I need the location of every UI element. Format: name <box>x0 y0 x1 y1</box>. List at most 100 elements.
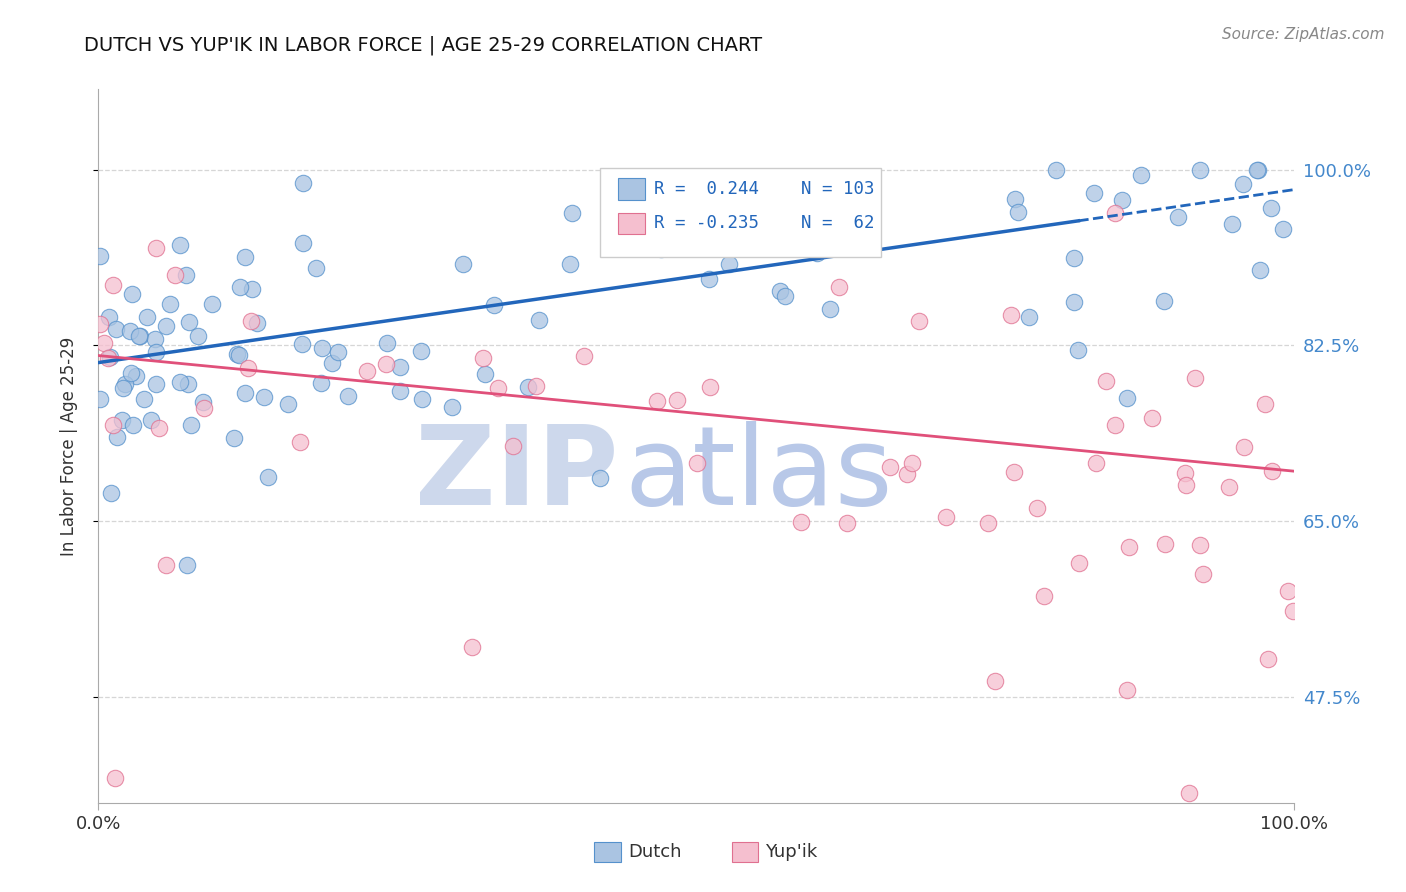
Point <box>1174 478 1197 492</box>
Point <box>253 391 276 405</box>
Point <box>1167 210 1189 224</box>
Point <box>257 469 280 483</box>
Point <box>907 313 929 327</box>
Point <box>120 366 142 380</box>
Text: ZIP: ZIP <box>415 421 619 528</box>
Point <box>97 310 120 324</box>
Point <box>1140 411 1163 425</box>
Point <box>118 325 141 339</box>
Point <box>114 377 136 392</box>
Point <box>589 471 612 485</box>
Point <box>1188 162 1211 177</box>
Point <box>620 226 643 240</box>
Point <box>240 282 263 296</box>
Text: Yup'ik: Yup'ik <box>765 843 817 861</box>
Point <box>1153 537 1175 551</box>
Point <box>1104 206 1126 220</box>
Point <box>1083 186 1105 200</box>
Point <box>235 386 257 401</box>
Point <box>191 394 214 409</box>
Point <box>277 397 299 411</box>
Point <box>225 347 247 361</box>
Text: Source: ZipAtlas.com: Source: ZipAtlas.com <box>1222 27 1385 42</box>
Point <box>165 268 187 282</box>
Point <box>1232 177 1254 191</box>
FancyBboxPatch shape <box>595 842 620 862</box>
Point <box>1174 466 1197 480</box>
Point <box>89 249 111 263</box>
Point <box>246 316 269 330</box>
Point <box>100 486 122 500</box>
Point <box>831 217 853 231</box>
Point <box>1000 309 1022 323</box>
Point <box>818 302 841 317</box>
Point <box>837 516 859 531</box>
Point <box>145 242 167 256</box>
Point <box>561 206 583 220</box>
Point <box>97 351 120 365</box>
Point <box>321 356 343 370</box>
Point <box>1033 589 1056 603</box>
Point <box>155 558 177 572</box>
Point <box>176 376 198 391</box>
Point <box>229 280 252 294</box>
Point <box>685 456 707 470</box>
Point <box>375 335 398 350</box>
FancyBboxPatch shape <box>619 212 644 234</box>
Point <box>1111 194 1133 208</box>
Point <box>1247 162 1270 177</box>
Point <box>1118 540 1140 554</box>
Point <box>89 318 111 332</box>
Point <box>486 381 509 395</box>
Point <box>240 314 263 328</box>
Point <box>1129 168 1152 182</box>
Y-axis label: In Labor Force | Age 25-29: In Labor Force | Age 25-29 <box>59 336 77 556</box>
Point <box>984 674 1007 689</box>
Point <box>143 332 166 346</box>
Point <box>179 315 201 329</box>
Point <box>112 381 135 395</box>
Point <box>699 379 721 393</box>
Point <box>1257 652 1279 666</box>
Point <box>650 243 672 257</box>
Point <box>828 279 851 293</box>
Point <box>389 384 412 398</box>
Point <box>93 336 115 351</box>
Point <box>527 313 550 327</box>
Point <box>775 288 797 302</box>
Point <box>1220 218 1243 232</box>
Point <box>304 261 326 276</box>
Point <box>388 360 411 375</box>
Point <box>1095 375 1118 389</box>
Point <box>409 343 432 358</box>
Point <box>187 329 209 343</box>
Point <box>1188 538 1211 552</box>
Point <box>1045 162 1067 177</box>
Point <box>288 434 311 449</box>
Point <box>461 640 484 655</box>
Point <box>309 376 332 391</box>
Point <box>516 379 538 393</box>
Point <box>145 376 167 391</box>
Point <box>135 310 157 325</box>
Point <box>769 284 792 298</box>
Point <box>935 509 957 524</box>
Point <box>125 369 148 384</box>
Point <box>104 322 127 336</box>
FancyBboxPatch shape <box>619 178 644 200</box>
Point <box>1260 464 1282 478</box>
Point <box>558 256 581 270</box>
Point <box>129 328 152 343</box>
Point <box>977 516 1000 531</box>
Point <box>311 341 333 355</box>
Point <box>1254 396 1277 410</box>
Point <box>233 250 256 264</box>
Point <box>1191 567 1213 582</box>
Point <box>291 337 314 351</box>
Point <box>176 558 198 573</box>
Point <box>648 203 671 218</box>
Point <box>291 176 314 190</box>
Point <box>1104 418 1126 433</box>
Point <box>169 238 191 252</box>
Point <box>128 328 150 343</box>
